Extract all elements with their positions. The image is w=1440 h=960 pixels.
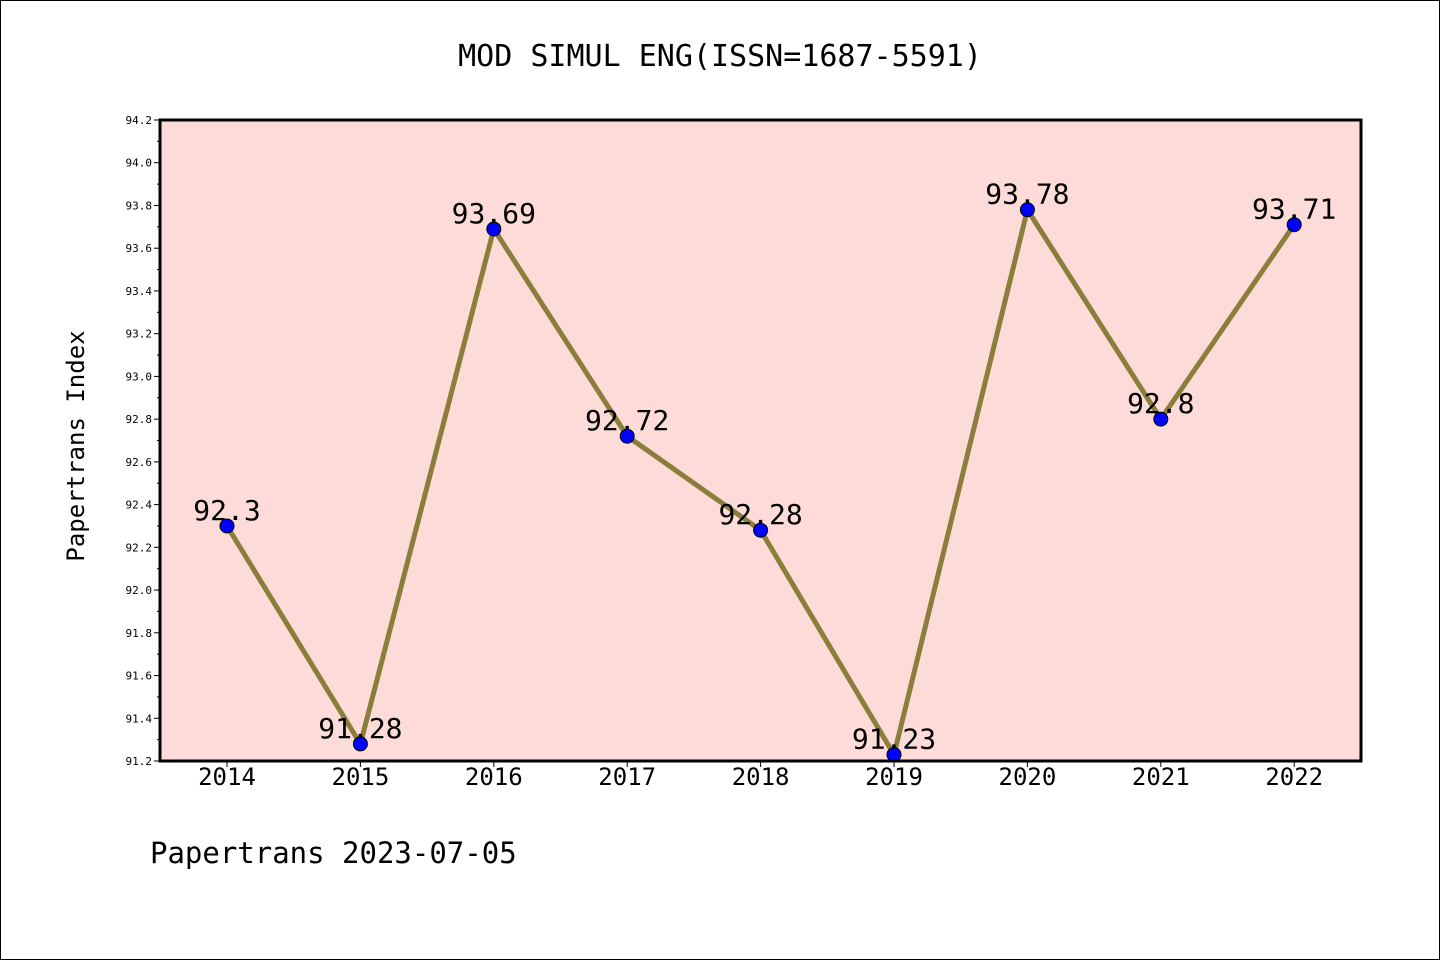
x-tick-label: 2019 [865,763,923,791]
y-tick-label: 91.6 [126,670,153,683]
plot-border [158,118,1363,763]
y-tick-label: 93.4 [126,285,153,298]
y-tick-label: 91.8 [126,627,153,640]
y-tick-label: 92.6 [126,456,153,469]
data-point-marker [1153,411,1169,427]
y-tick-label: 91.2 [126,755,153,768]
data-label: 93.69 [452,197,536,230]
data-point-marker [219,518,235,534]
y-tick-label: 92.0 [126,584,153,597]
data-point-marker [1019,202,1035,218]
y-tick-label: 94.2 [126,114,153,127]
footer-text: Papertrans 2023-07-05 [150,836,517,870]
y-tick-label: 94.0 [126,157,153,170]
chart-title: MOD SIMUL ENG(ISSN=1687-5591) [458,39,982,74]
y-tick-label: 93.0 [126,370,153,383]
x-tick-label: 2018 [732,763,790,791]
data-label: 92.72 [585,404,669,437]
y-tick-label: 93.6 [126,242,153,255]
data-point-marker [352,736,368,752]
data-label: 93.78 [985,178,1069,211]
data-label: 92.3 [193,494,260,527]
y-axis-label: Papertrans Index [62,330,90,561]
x-tick-label: 2021 [1132,763,1190,791]
y-tick-label: 92.8 [126,413,153,426]
data-point-marker [753,522,769,538]
data-label: 93.71 [1252,193,1336,226]
data-point-marker [619,428,635,444]
data-label: 91.28 [318,712,402,745]
data-label: 92.8 [1127,387,1194,420]
x-tick-label: 2016 [465,763,523,791]
x-axis-ticks: 2014 2015 2016 2017 2018 2019 2020 2021 2022 [198,761,1323,791]
data-label: 92.28 [718,498,802,531]
y-tick-label: 91.4 [126,712,153,725]
x-tick-label: 2014 [198,763,256,791]
x-tick-label: 2020 [999,763,1057,791]
y-tick-label: 93.2 [126,328,153,341]
x-tick-label: 2022 [1265,763,1323,791]
data-labels: 92.3 91.28 93.69 92.72 92.28 91.23 93.78 92.8 93… [193,178,1336,756]
y-axis-ticks: 91.2 91.4 91.6 91.8 92.0 92.2 92.4 92.6 92.8 93.0… [126,114,160,768]
x-tick-label: 2017 [598,763,656,791]
y-tick-label: 93.8 [126,199,153,212]
data-markers [219,202,1302,763]
data-point-marker [1286,217,1302,233]
y-tick-label: 92.4 [126,499,153,512]
y-tick-label: 92.2 [126,541,153,554]
data-point-marker [486,221,502,237]
data-label: 91.23 [852,723,936,756]
x-tick-label: 2015 [332,763,390,791]
plot-area [160,120,1361,761]
